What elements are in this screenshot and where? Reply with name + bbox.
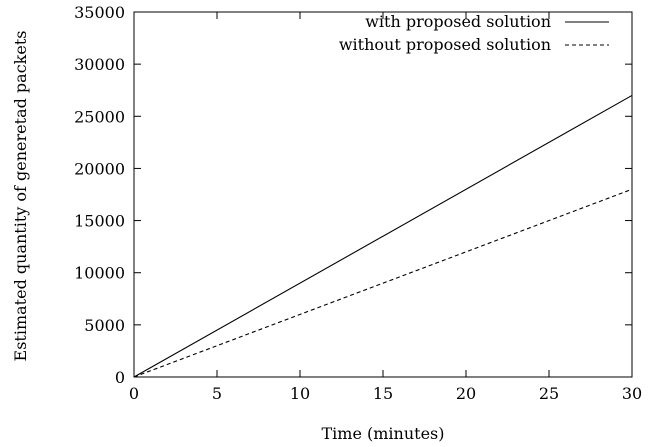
x-tick-label: 30 (622, 384, 642, 403)
y-tick-label: 20000 (74, 159, 125, 178)
x-axis-ticks: 0 5 10 15 20 25 30 (129, 12, 642, 403)
y-tick-label: 25000 (74, 107, 125, 126)
series-line-1 (133, 188, 633, 378)
y-tick-label: 0 (115, 368, 125, 387)
y-tick-label: 15000 (74, 212, 125, 231)
x-tick-label: 5 (212, 384, 222, 403)
x-tick-label: 15 (373, 384, 393, 403)
x-tick-label: 10 (290, 384, 310, 403)
legend-entry-label: without proposed solution (339, 35, 551, 54)
y-tick-label: 35000 (74, 3, 125, 22)
x-tick-label: 20 (456, 384, 476, 403)
y-tick-label: 5000 (84, 316, 125, 335)
x-tick-label: 25 (539, 384, 559, 403)
plot-border (133, 11, 633, 378)
y-axis-ticks: 0 5000 10000 15000 20000 25000 30000 35000 (74, 3, 632, 387)
y-tick-label: 10000 (74, 264, 125, 283)
y-axis-label: Estimated quantity of generetad packets (11, 31, 30, 362)
y-tick-label: 30000 (74, 55, 125, 74)
series-line-0 (133, 94, 633, 378)
series-layer (133, 94, 633, 378)
x-axis-label: Time (minutes) (321, 424, 444, 443)
x-tick-label: 0 (129, 384, 139, 403)
legend-entry-label: with proposed solution (365, 12, 551, 31)
plot-frame (133, 11, 633, 378)
legend: with proposed solution without proposed s… (339, 12, 609, 54)
